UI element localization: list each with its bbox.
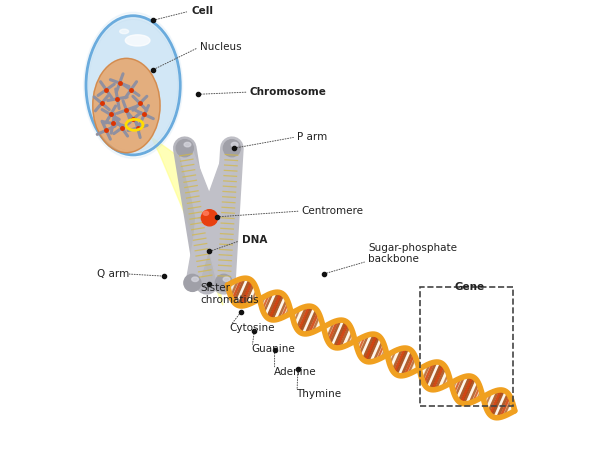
- Ellipse shape: [225, 141, 239, 155]
- Ellipse shape: [203, 211, 209, 215]
- Ellipse shape: [215, 274, 233, 291]
- Polygon shape: [179, 145, 217, 218]
- Ellipse shape: [176, 140, 193, 157]
- Ellipse shape: [93, 58, 160, 153]
- Polygon shape: [186, 219, 218, 284]
- Ellipse shape: [178, 141, 192, 155]
- Ellipse shape: [184, 142, 191, 147]
- Ellipse shape: [86, 16, 181, 155]
- Text: Gene: Gene: [454, 282, 484, 292]
- Polygon shape: [291, 306, 323, 334]
- Ellipse shape: [87, 17, 179, 154]
- Text: Cell: Cell: [192, 6, 214, 16]
- Text: Centromere: Centromere: [302, 206, 364, 216]
- Text: Cytosine: Cytosine: [230, 323, 275, 333]
- Ellipse shape: [231, 142, 238, 147]
- Polygon shape: [201, 145, 238, 217]
- Text: Chromosome: Chromosome: [250, 87, 327, 97]
- Polygon shape: [451, 376, 483, 404]
- Text: Sugar-phosphate
backbone: Sugar-phosphate backbone: [368, 243, 457, 264]
- Polygon shape: [151, 137, 223, 305]
- Ellipse shape: [223, 140, 241, 157]
- Ellipse shape: [88, 19, 178, 151]
- Polygon shape: [201, 219, 230, 284]
- Text: P arm: P arm: [297, 132, 327, 142]
- Polygon shape: [259, 292, 291, 320]
- Ellipse shape: [120, 29, 129, 34]
- Ellipse shape: [184, 274, 201, 291]
- Text: Guanine: Guanine: [251, 344, 295, 354]
- Ellipse shape: [217, 276, 231, 290]
- Text: Q arm: Q arm: [97, 269, 130, 279]
- Ellipse shape: [223, 277, 230, 282]
- Polygon shape: [228, 278, 259, 306]
- Text: Sister
chromatids: Sister chromatids: [201, 283, 259, 305]
- Text: DNA: DNA: [242, 235, 267, 245]
- Text: Adenine: Adenine: [274, 367, 316, 377]
- Ellipse shape: [125, 35, 150, 46]
- Text: Thymine: Thymine: [296, 389, 341, 399]
- Ellipse shape: [185, 276, 200, 290]
- Ellipse shape: [201, 210, 217, 226]
- Polygon shape: [356, 334, 387, 362]
- Ellipse shape: [84, 12, 182, 158]
- Text: Nucleus: Nucleus: [201, 42, 242, 52]
- Polygon shape: [323, 320, 355, 348]
- Polygon shape: [387, 348, 419, 376]
- Ellipse shape: [192, 277, 198, 282]
- Polygon shape: [483, 390, 515, 418]
- Polygon shape: [419, 362, 451, 390]
